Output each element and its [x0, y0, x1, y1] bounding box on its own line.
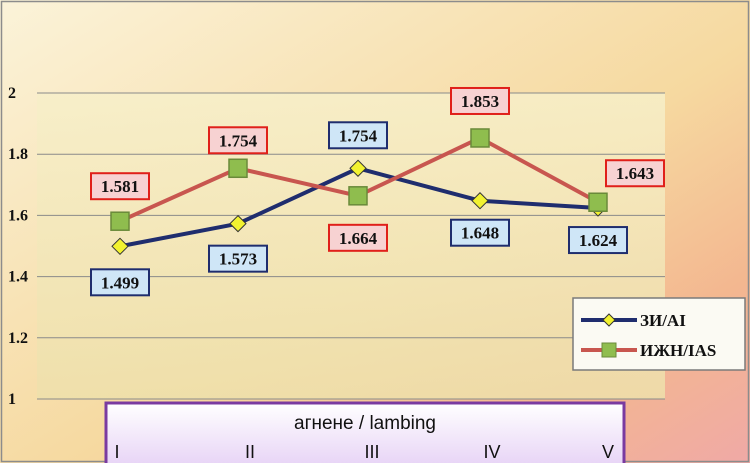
data-label: 1.754 [219, 131, 258, 150]
data-label: 1.853 [461, 92, 499, 111]
x-tick-label: II [245, 442, 255, 462]
y-tick-label: 1.8 [8, 146, 28, 163]
series-2-point [470, 128, 490, 148]
data-label-box [450, 218, 510, 247]
data-label-box [208, 126, 268, 155]
x-axis-title: агнене / lambing [294, 413, 436, 434]
legend-marker-1 [602, 313, 616, 327]
y-tick-label: 1 [8, 391, 16, 408]
data-label-box [328, 121, 388, 150]
x-tick-label: IV [483, 442, 500, 462]
data-label: 1.754 [339, 126, 378, 145]
y-tick-label: 1.2 [8, 330, 28, 347]
data-label: 1.624 [579, 231, 618, 250]
y-tick-label: 2 [8, 85, 16, 102]
x-axis-tick-labels: I II III IV V [114, 442, 614, 462]
x-tick-label: V [602, 442, 614, 462]
series-1-point [229, 214, 247, 233]
y-tick-label: 1.4 [8, 269, 28, 286]
data-label: 1.499 [101, 273, 139, 292]
data-label: 1.643 [616, 164, 654, 183]
data-label-box [328, 223, 388, 252]
legend-label: ИЖН/IAS [640, 341, 716, 360]
series-2-point [348, 186, 368, 206]
series-1-point [471, 192, 489, 210]
x-axis-box: агнене / lambing I II III IV V [104, 401, 626, 468]
data-label-box [605, 159, 665, 188]
y-tick-label: 1.6 [8, 207, 28, 224]
data-label-box [568, 226, 628, 255]
data-label: 1.648 [461, 224, 499, 243]
x-tick-label: I [114, 442, 119, 462]
data-label-box [208, 244, 268, 273]
legend: ЗИ/AI ИЖН/IAS [572, 297, 746, 371]
series-1-point [349, 159, 367, 177]
data-label-box [90, 172, 150, 201]
series-2-point [588, 192, 608, 212]
legend-label: ЗИ/AI [640, 311, 686, 330]
data-label: 1.581 [101, 177, 139, 196]
series-2-point [110, 211, 130, 231]
data-label: 1.664 [339, 229, 378, 248]
y-axis-tick-labels: 1 1.2 1.4 1.6 1.8 2 [8, 85, 28, 408]
legend-marker-2 [601, 342, 617, 358]
data-label-box [450, 86, 510, 115]
data-label: 1.573 [219, 250, 257, 269]
legend-items: ЗИ/AI ИЖН/IAS [581, 311, 716, 360]
data-label-box [90, 268, 150, 297]
series-layer: 1.499 1.573 1.754 1.648 1.624 1.581 1.754 1.664… [90, 86, 665, 297]
series-2-point [228, 158, 248, 179]
legend-frame [572, 297, 746, 371]
gridlines [37, 92, 665, 400]
x-tick-label: III [364, 442, 379, 462]
series-1-point [111, 237, 129, 256]
